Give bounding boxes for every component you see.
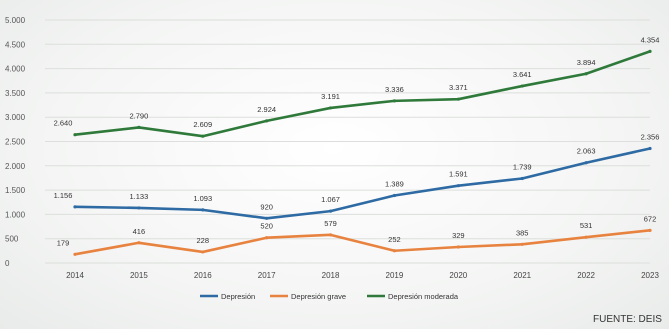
data-label: 3.336	[385, 85, 404, 94]
x-tick-label: 2017	[258, 271, 276, 280]
data-point	[584, 235, 588, 239]
data-label: 1.067	[321, 195, 340, 204]
x-tick-label: 2021	[513, 271, 531, 280]
data-point	[520, 176, 524, 181]
data-point	[392, 99, 397, 103]
data-point	[201, 134, 205, 138]
data-point	[648, 228, 652, 232]
y-tick-label: 2.500	[5, 138, 26, 147]
data-label: 1.093	[193, 194, 212, 203]
data-label: 1.389	[385, 179, 404, 188]
y-tick-label: 2.000	[5, 162, 26, 171]
data-label: 3.191	[321, 92, 340, 101]
x-tick-label: 2022	[577, 271, 595, 280]
data-label: 385	[516, 228, 529, 237]
data-point	[584, 72, 588, 76]
y-tick-label: 500	[5, 235, 19, 244]
data-point	[137, 125, 141, 130]
data-label: 1.156	[54, 191, 73, 200]
x-tick-label: 2023	[641, 271, 659, 280]
data-label: 252	[388, 235, 401, 244]
data-point	[328, 209, 333, 213]
data-point	[648, 49, 652, 53]
data-label: 672	[644, 214, 657, 223]
y-tick-label: 4.000	[5, 65, 26, 74]
data-point	[520, 242, 524, 246]
data-label: 520	[260, 222, 273, 231]
series-line	[73, 50, 652, 138]
data-label: 2.924	[257, 105, 276, 114]
x-tick-label: 2016	[194, 271, 212, 280]
data-point	[328, 233, 333, 237]
data-point	[137, 241, 141, 245]
data-point	[265, 216, 269, 220]
data-label: 2.063	[577, 147, 596, 156]
data-label: 3.894	[577, 58, 596, 67]
data-point	[201, 208, 205, 212]
data-label: 3.641	[513, 70, 532, 79]
data-point	[392, 249, 397, 253]
y-tick-label: 3.500	[5, 89, 26, 98]
y-tick-label: 4.500	[5, 40, 26, 49]
y-tick-label: 3.000	[5, 113, 26, 122]
data-label: 2.640	[54, 119, 73, 128]
data-point	[584, 161, 588, 165]
data-label: 2.356	[641, 132, 660, 141]
data-label: 2.790	[129, 111, 148, 120]
data-point	[456, 184, 460, 188]
x-tick-label: 2018	[322, 271, 340, 280]
x-tick-label: 2019	[386, 271, 404, 280]
x-tick-label: 2020	[449, 271, 467, 280]
data-label: 1.133	[129, 192, 148, 201]
series-line	[73, 147, 652, 220]
data-label: 179	[57, 238, 70, 247]
y-tick-label: 1.500	[5, 186, 26, 195]
y-tick-label: 1.000	[5, 210, 26, 219]
data-label: 416	[133, 227, 146, 236]
y-tick-label: 5.000	[5, 16, 26, 25]
data-label: 228	[197, 236, 210, 245]
data-label: 4.354	[641, 35, 660, 44]
data-point	[648, 146, 652, 151]
x-tick-label: 2015	[130, 271, 148, 280]
data-point	[137, 206, 141, 210]
data-label: 1.739	[513, 162, 532, 171]
series-line	[73, 229, 652, 256]
data-point	[73, 252, 77, 256]
legend-label: Depresión	[221, 292, 255, 301]
data-label: 531	[580, 221, 593, 230]
y-tick-label: 0	[5, 259, 10, 268]
legend-label: Depresión grave	[291, 292, 346, 301]
data-label: 2.609	[193, 120, 212, 129]
data-point	[328, 106, 333, 110]
data-point	[265, 236, 269, 240]
data-point	[520, 84, 524, 88]
data-label: 1.591	[449, 170, 468, 179]
data-point	[456, 245, 460, 249]
data-label: 3.371	[449, 83, 468, 92]
legend-label: Depresión moderada	[388, 292, 459, 301]
data-label: 920	[260, 202, 273, 211]
data-point	[73, 133, 77, 137]
data-label: 329	[452, 231, 465, 240]
data-point	[265, 119, 269, 123]
data-point	[73, 205, 77, 209]
x-tick-label: 2014	[66, 271, 84, 280]
data-point	[456, 97, 460, 101]
data-label: 579	[324, 219, 337, 228]
source-note: FUENTE: DEIS	[593, 314, 662, 325]
data-point	[201, 250, 205, 254]
data-point	[392, 193, 397, 198]
